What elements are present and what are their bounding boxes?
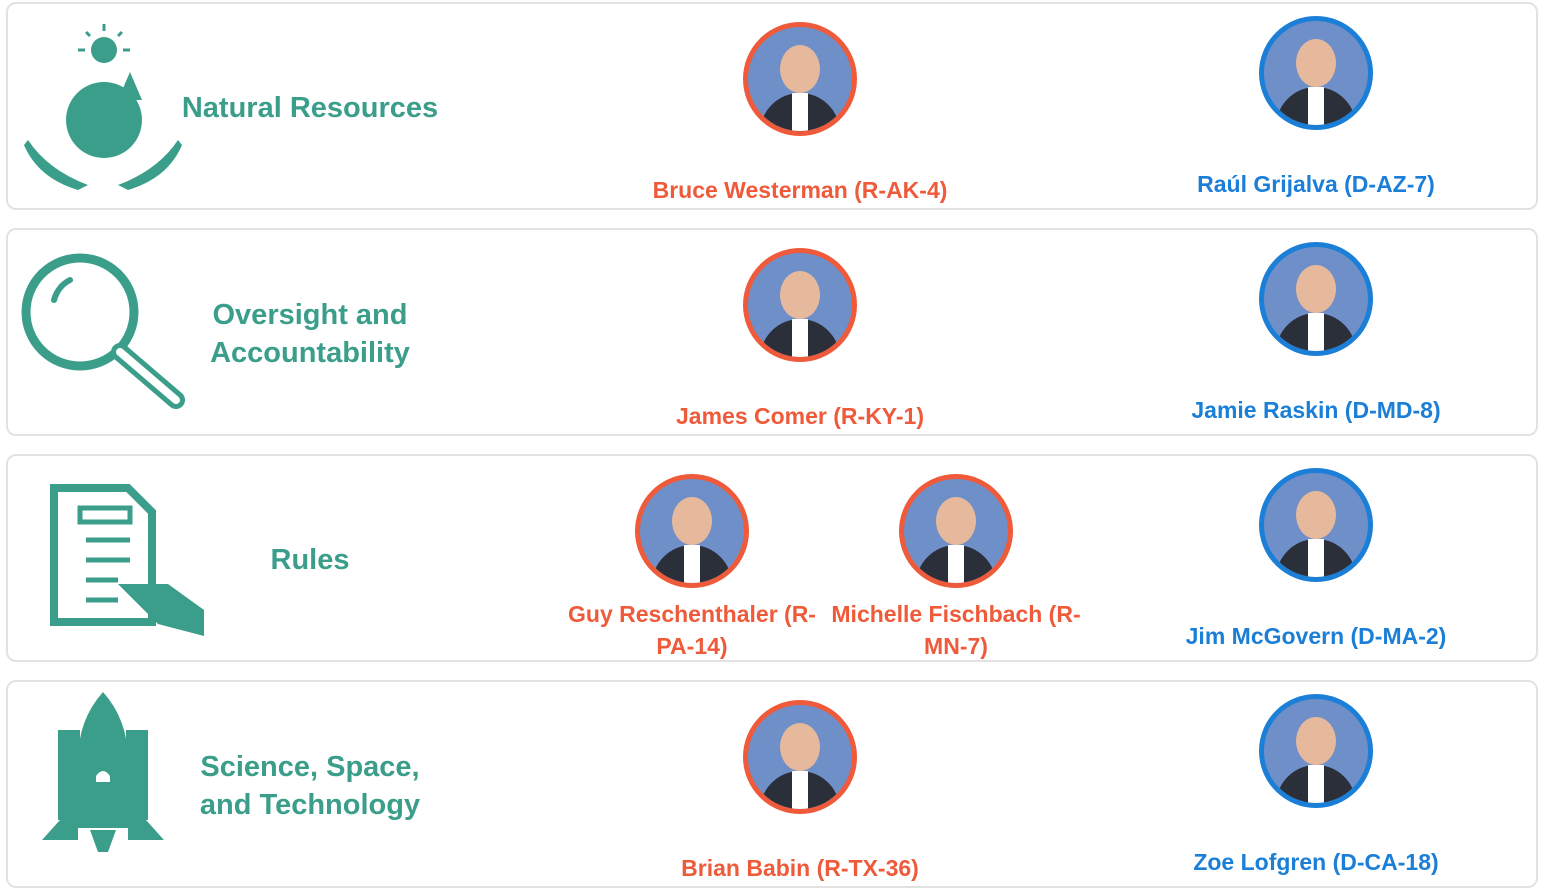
page: Natural Resources Bruce Westerman (R-AK-4… <box>0 0 1544 889</box>
portrait-shirt <box>1308 765 1324 805</box>
portrait-shirt <box>1308 539 1324 579</box>
member-name: James Comer (R-KY-1) <box>620 400 980 432</box>
portrait <box>1259 242 1373 356</box>
portrait-shirt <box>684 545 700 585</box>
member-name: Guy Reschenthaler (R-PA-14) <box>567 598 817 662</box>
member-name: Zoe Lofgren (D-CA-18) <box>1136 846 1496 878</box>
portrait <box>1259 468 1373 582</box>
member: Brian Babin (R-TX-36) <box>620 700 980 884</box>
portrait <box>1259 694 1373 808</box>
committee-name: Rules <box>180 541 440 579</box>
portrait-shirt <box>1308 87 1324 127</box>
portrait-head <box>780 45 820 93</box>
portrait <box>743 700 857 814</box>
oversight-icon <box>18 250 188 420</box>
member: Michelle Fischbach (R-MN-7) <box>831 474 1081 662</box>
portrait-head <box>1296 265 1336 313</box>
portrait-shirt <box>792 93 808 133</box>
committee-name: Oversight and Accountability <box>180 296 440 372</box>
portrait-shirt <box>948 545 964 585</box>
member: Zoe Lofgren (D-CA-18) <box>1136 694 1496 878</box>
member: Raúl Grijalva (D-AZ-7) <box>1136 16 1496 200</box>
member: Jamie Raskin (D-MD-8) <box>1136 242 1496 426</box>
member-name: Brian Babin (R-TX-36) <box>620 852 980 884</box>
portrait <box>1259 16 1373 130</box>
portrait-head <box>672 497 712 545</box>
member-name: Jamie Raskin (D-MD-8) <box>1136 394 1496 426</box>
portrait-head <box>1296 39 1336 87</box>
member: Bruce Westerman (R-AK-4) <box>620 22 980 206</box>
member-name: Jim McGovern (D-MA-2) <box>1136 620 1496 652</box>
portrait <box>899 474 1013 588</box>
committee-name: Natural Resources <box>180 89 440 127</box>
portrait-shirt <box>792 771 808 811</box>
portrait <box>635 474 749 588</box>
member-name: Bruce Westerman (R-AK-4) <box>620 174 980 206</box>
member-name: Raúl Grijalva (D-AZ-7) <box>1136 168 1496 200</box>
portrait-head <box>1296 717 1336 765</box>
science-icon <box>18 690 188 854</box>
portrait <box>743 22 857 136</box>
member: Jim McGovern (D-MA-2) <box>1136 468 1496 652</box>
portrait-head <box>1296 491 1336 539</box>
member: Guy Reschenthaler (R-PA-14) <box>567 474 817 662</box>
portrait <box>743 248 857 362</box>
natural-resources-icon <box>18 20 188 192</box>
portrait-head <box>936 497 976 545</box>
committee-name: Science, Space, and Technology <box>180 748 440 824</box>
portrait-head <box>780 723 820 771</box>
member: James Comer (R-KY-1) <box>620 248 980 432</box>
member-name: Michelle Fischbach (R-MN-7) <box>831 598 1081 662</box>
portrait-head <box>780 271 820 319</box>
portrait-shirt <box>1308 313 1324 353</box>
portrait-shirt <box>792 319 808 359</box>
